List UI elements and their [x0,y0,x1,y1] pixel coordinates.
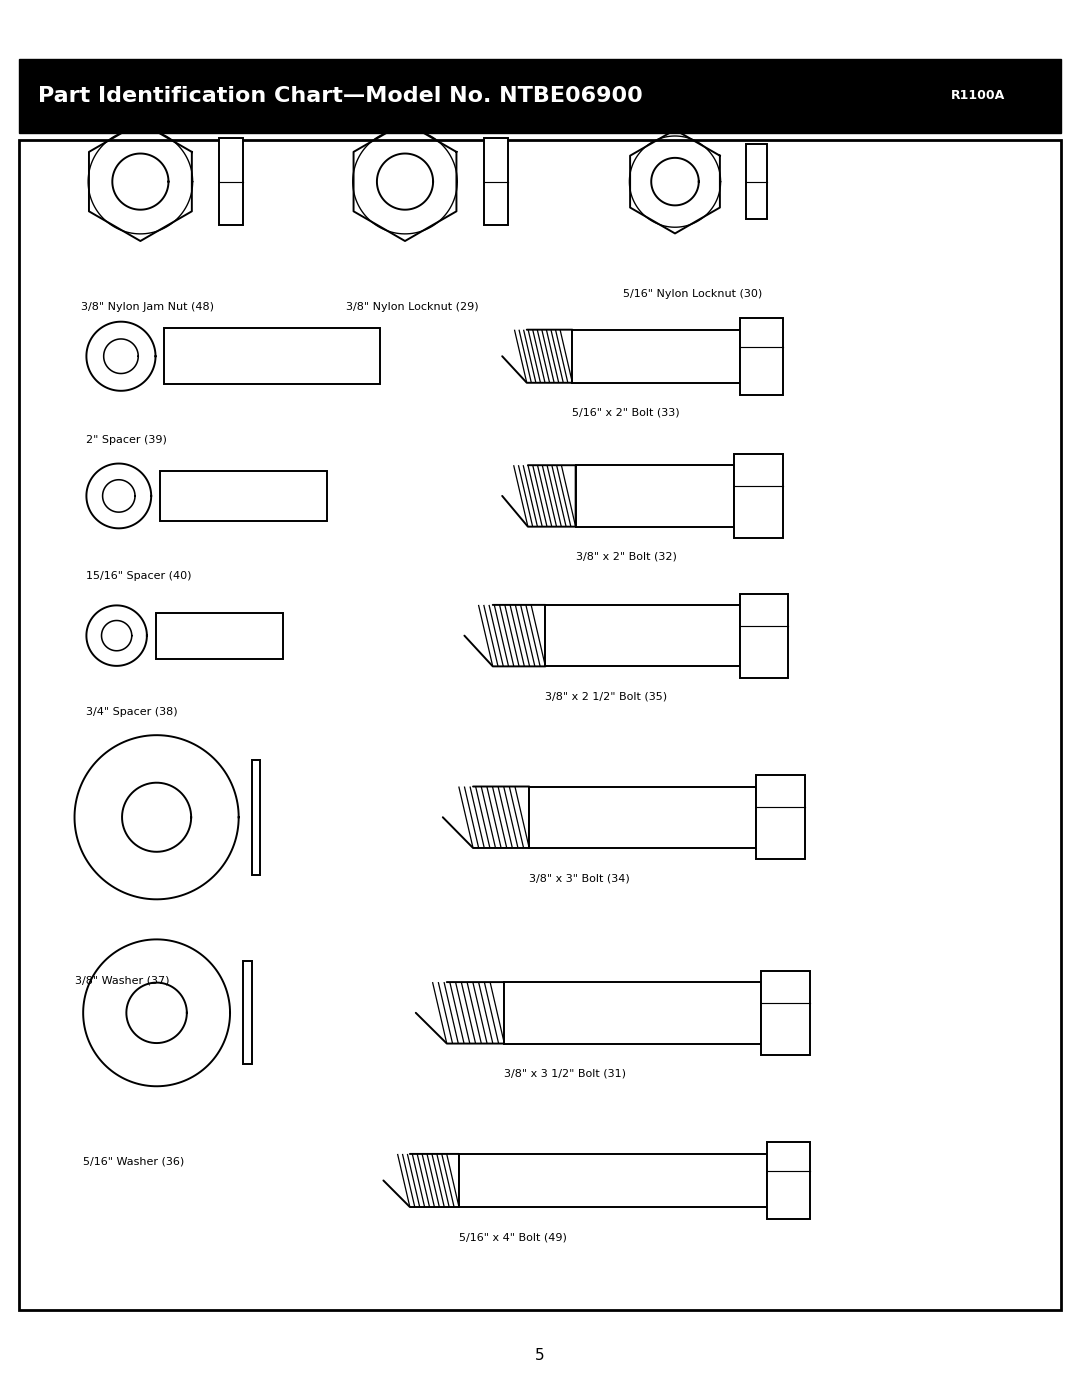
FancyBboxPatch shape [767,1143,810,1218]
Text: 3/8" Nylon Jam Nut (48): 3/8" Nylon Jam Nut (48) [81,302,214,312]
Text: 5/16" Nylon Locknut (30): 5/16" Nylon Locknut (30) [623,289,762,299]
Text: 5/16" x 2" Bolt (33): 5/16" x 2" Bolt (33) [572,408,680,418]
Text: 3/8" x 2 1/2" Bolt (35): 3/8" x 2 1/2" Bolt (35) [545,692,667,701]
FancyBboxPatch shape [734,454,783,538]
FancyBboxPatch shape [19,59,1061,133]
FancyBboxPatch shape [756,775,805,859]
FancyBboxPatch shape [243,961,252,1065]
Text: 3/4" Spacer (38): 3/4" Spacer (38) [86,707,178,717]
FancyBboxPatch shape [164,328,380,384]
FancyBboxPatch shape [572,330,740,383]
FancyBboxPatch shape [160,471,327,521]
FancyBboxPatch shape [576,465,734,527]
FancyBboxPatch shape [219,138,243,225]
Text: R1100A: R1100A [950,89,1004,102]
FancyBboxPatch shape [156,612,283,658]
Text: 3/8" Washer (37): 3/8" Washer (37) [75,975,168,985]
FancyBboxPatch shape [746,144,767,219]
FancyBboxPatch shape [545,605,740,666]
FancyBboxPatch shape [504,982,761,1044]
Text: 5/16" Washer (36): 5/16" Washer (36) [83,1157,185,1166]
Text: 5/16" x 4" Bolt (49): 5/16" x 4" Bolt (49) [459,1232,567,1242]
Text: 3/8" x 3 1/2" Bolt (31): 3/8" x 3 1/2" Bolt (31) [504,1069,626,1078]
Text: Part Identification Chart—Model No. NTBE06900: Part Identification Chart—Model No. NTBE… [38,85,643,106]
Text: 2" Spacer (39): 2" Spacer (39) [86,434,167,446]
Text: 3/8" x 2" Bolt (32): 3/8" x 2" Bolt (32) [576,552,676,562]
FancyBboxPatch shape [19,140,1061,1310]
Text: 3/8" Nylon Locknut (29): 3/8" Nylon Locknut (29) [346,302,478,312]
FancyBboxPatch shape [459,1154,767,1207]
Text: 15/16" Spacer (40): 15/16" Spacer (40) [86,571,192,581]
Text: 5: 5 [536,1348,544,1362]
Text: 3/8" x 3" Bolt (34): 3/8" x 3" Bolt (34) [529,873,630,883]
FancyBboxPatch shape [484,138,508,225]
FancyBboxPatch shape [740,317,783,394]
FancyBboxPatch shape [740,594,788,678]
FancyBboxPatch shape [529,787,756,848]
FancyBboxPatch shape [761,971,810,1055]
FancyBboxPatch shape [252,760,260,875]
